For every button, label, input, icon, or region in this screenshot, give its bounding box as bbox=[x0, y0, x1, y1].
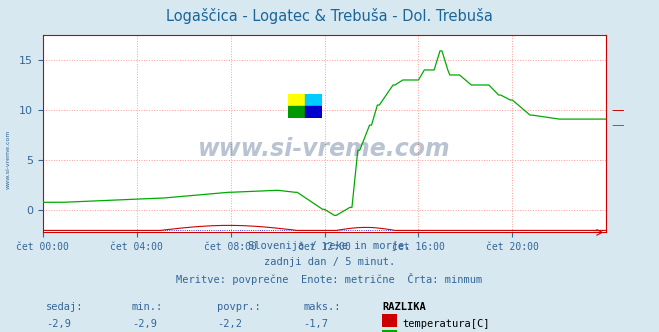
Text: min.:: min.: bbox=[132, 302, 163, 312]
Text: Slovenija / reke in morje.: Slovenija / reke in morje. bbox=[248, 241, 411, 251]
Text: -2,9: -2,9 bbox=[132, 319, 157, 329]
Text: -1,7: -1,7 bbox=[303, 319, 328, 329]
Text: —: — bbox=[612, 104, 624, 117]
Text: -2,2: -2,2 bbox=[217, 319, 243, 329]
Text: Logaščica - Logatec & Trebuša - Dol. Trebuša: Logaščica - Logatec & Trebuša - Dol. Tre… bbox=[166, 8, 493, 24]
Text: www.si-vreme.com: www.si-vreme.com bbox=[198, 137, 451, 161]
Text: -2,9: -2,9 bbox=[46, 319, 71, 329]
Text: maks.:: maks.: bbox=[303, 302, 341, 312]
Text: zadnji dan / 5 minut.: zadnji dan / 5 minut. bbox=[264, 257, 395, 267]
Text: Meritve: povprečne  Enote: metrične  Črta: minmum: Meritve: povprečne Enote: metrične Črta:… bbox=[177, 273, 482, 285]
Text: temperatura[C]: temperatura[C] bbox=[402, 319, 490, 329]
Text: povpr.:: povpr.: bbox=[217, 302, 261, 312]
Text: —: — bbox=[612, 119, 624, 131]
Text: sedaj:: sedaj: bbox=[46, 302, 84, 312]
Text: RAZLIKA: RAZLIKA bbox=[382, 302, 426, 312]
Text: www.si-vreme.com: www.si-vreme.com bbox=[5, 129, 11, 189]
